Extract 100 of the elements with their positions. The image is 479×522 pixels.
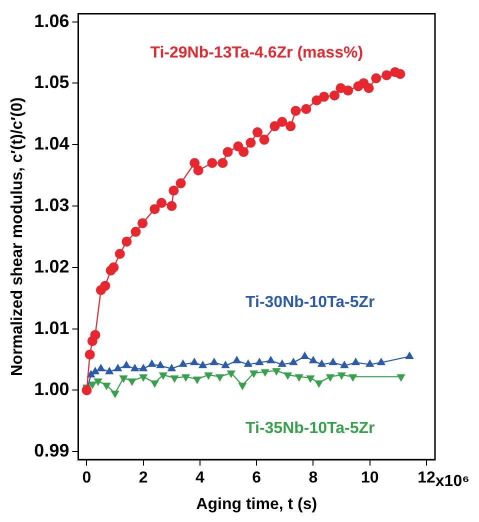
point <box>395 68 406 79</box>
y-tick-label: 1.00 <box>34 379 70 400</box>
y-tick-label: 1.03 <box>34 194 70 215</box>
point <box>128 378 136 386</box>
point <box>290 106 301 116</box>
point <box>244 359 252 367</box>
point <box>259 134 270 145</box>
y-tick-label: 1.04 <box>34 134 70 154</box>
point <box>340 360 349 368</box>
point <box>301 104 312 114</box>
point <box>286 121 296 132</box>
x-tick-label: 2 <box>138 470 148 487</box>
point <box>166 201 177 211</box>
point <box>337 372 346 380</box>
point <box>238 146 249 157</box>
point <box>108 262 119 272</box>
point <box>148 359 156 367</box>
point <box>192 376 202 384</box>
point <box>114 248 125 259</box>
point <box>82 385 92 396</box>
point <box>396 374 406 382</box>
point <box>238 382 247 390</box>
point <box>150 380 160 388</box>
point <box>255 358 264 366</box>
point <box>84 350 95 360</box>
y-axis-title: Normalized shear modulus, c′(t)/c′(0) <box>9 97 26 376</box>
point <box>207 158 218 168</box>
point <box>130 364 140 372</box>
point <box>94 378 102 386</box>
point <box>156 360 165 368</box>
point <box>150 204 160 214</box>
point <box>405 351 414 359</box>
y-tick-label: 1.05 <box>34 72 70 92</box>
point <box>364 83 374 94</box>
point <box>122 360 131 368</box>
x-tick-label: 10 <box>360 470 379 487</box>
x-tick-label: 6 <box>252 470 262 487</box>
point <box>96 364 106 372</box>
point <box>222 146 233 157</box>
point <box>319 92 330 102</box>
point <box>328 358 338 366</box>
point <box>294 374 304 382</box>
point <box>178 359 188 367</box>
point <box>218 158 228 168</box>
point <box>343 86 354 96</box>
point <box>376 358 386 366</box>
point <box>167 364 176 372</box>
point <box>289 358 298 366</box>
point <box>382 70 392 80</box>
y-tick-label: 1.06 <box>34 10 70 31</box>
point <box>102 382 111 390</box>
point <box>170 375 179 383</box>
point <box>246 138 256 148</box>
point <box>308 356 318 364</box>
point <box>232 356 242 364</box>
point <box>182 374 190 382</box>
point <box>204 372 213 380</box>
point <box>158 372 168 380</box>
point <box>198 360 208 368</box>
point <box>317 359 326 367</box>
point <box>190 158 200 168</box>
point <box>348 374 358 382</box>
point <box>122 236 132 247</box>
point <box>278 359 286 367</box>
point <box>156 198 166 208</box>
point <box>138 218 148 228</box>
point <box>193 165 204 176</box>
point <box>366 359 374 367</box>
point <box>215 374 224 382</box>
point <box>119 375 128 383</box>
point <box>351 358 360 366</box>
x-tick-label: 4 <box>196 470 205 487</box>
x-axis-title: Aging time, t (s) <box>196 496 318 513</box>
point <box>210 358 218 366</box>
point <box>114 364 122 372</box>
point <box>266 356 276 364</box>
y-tick-label: 0.99 <box>34 440 70 461</box>
point <box>277 116 288 127</box>
point <box>326 374 335 382</box>
text: x10⁶ <box>435 473 470 490</box>
x-tick-label: 8 <box>308 470 318 487</box>
point <box>90 330 100 340</box>
point <box>314 380 324 388</box>
y-tick-label: 1.01 <box>34 318 70 338</box>
series-label: Ti-35Nb-10Ta-5Zr <box>246 420 375 437</box>
point <box>312 95 322 106</box>
x-tick-label: 0 <box>82 470 92 487</box>
point <box>329 90 340 100</box>
point <box>252 127 262 138</box>
point <box>130 226 141 237</box>
point <box>100 280 110 291</box>
point <box>283 372 292 380</box>
point <box>110 390 120 398</box>
point <box>176 178 186 188</box>
y-tick-label: 1.02 <box>34 256 70 276</box>
point <box>306 375 315 383</box>
text: Ti-30Nb-10Ta-5Zr <box>246 294 375 312</box>
series-label: Ti-29Nb-13Ta-4.6Zr (mass%) <box>150 44 364 62</box>
point <box>371 73 382 84</box>
point <box>190 358 199 366</box>
